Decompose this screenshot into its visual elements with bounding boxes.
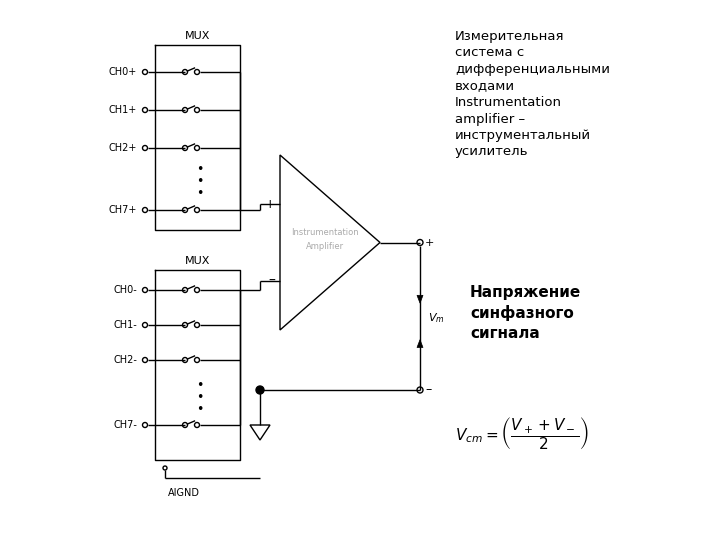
Text: •: •: [197, 379, 204, 392]
Text: •: •: [197, 187, 204, 200]
Text: CH2-: CH2-: [113, 355, 137, 365]
Text: CH7+: CH7+: [109, 205, 137, 215]
Text: CH1-: CH1-: [113, 320, 137, 330]
Text: Instrumentation: Instrumentation: [291, 228, 359, 237]
Polygon shape: [250, 425, 270, 440]
Text: •: •: [197, 390, 204, 403]
Text: Напряжение
синфазного
сигнала: Напряжение синфазного сигнала: [470, 285, 581, 341]
Text: +: +: [425, 238, 434, 247]
Text: AIGND: AIGND: [168, 488, 200, 498]
Circle shape: [256, 386, 264, 394]
Text: $V_m$: $V_m$: [428, 311, 445, 325]
Text: •: •: [197, 164, 204, 177]
Text: +: +: [264, 198, 275, 211]
Text: –: –: [268, 274, 275, 288]
Text: $V_{cm} = \left(\dfrac{V_+ + V_-}{2}\right)$: $V_{cm} = \left(\dfrac{V_+ + V_-}{2}\rig…: [455, 415, 589, 452]
Text: CH1+: CH1+: [109, 105, 137, 115]
Text: Amplifier: Amplifier: [306, 242, 344, 251]
Text: CH7-: CH7-: [113, 420, 137, 430]
Text: CH0-: CH0-: [113, 285, 137, 295]
Text: •: •: [197, 176, 204, 188]
Text: MUX: MUX: [185, 256, 210, 266]
Text: •: •: [197, 402, 204, 415]
Polygon shape: [417, 340, 423, 348]
Text: –: –: [425, 383, 431, 396]
Text: Измерительная
система с
дифференциальными
входами
Instrumentation
amplifier –
ин: Измерительная система с дифференциальным…: [455, 30, 610, 159]
Polygon shape: [417, 295, 423, 303]
Text: CH0+: CH0+: [109, 67, 137, 77]
Text: MUX: MUX: [185, 31, 210, 41]
Text: CH2+: CH2+: [109, 143, 137, 153]
